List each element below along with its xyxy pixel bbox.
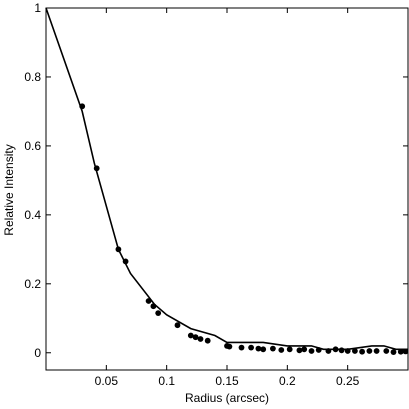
series-layer: [45, 7, 409, 355]
data-point: [332, 346, 339, 353]
data-point: [338, 347, 345, 354]
data-point: [197, 336, 204, 342]
y-tick-label: 0.6: [24, 139, 41, 153]
data-point: [93, 165, 100, 172]
data-point: [248, 344, 255, 351]
data-point: [122, 258, 129, 265]
data-point: [255, 345, 262, 352]
data-point: [150, 303, 157, 310]
data-point: [301, 346, 308, 353]
model-curve-line: [45, 7, 408, 351]
y-tick-label: 1: [34, 1, 41, 15]
data-point: [286, 346, 293, 353]
data-point: [352, 348, 358, 354]
data-point: [308, 348, 315, 354]
data-point: [366, 348, 373, 354]
data-point: [278, 347, 285, 353]
data-point: [270, 345, 276, 352]
data-point: [174, 322, 181, 329]
data-point: [79, 103, 86, 110]
x-tick-label: 0.15: [215, 374, 239, 388]
data-point: [260, 346, 267, 353]
y-axis: 0 0.2 0.4 0.6 0.8 1: [24, 1, 408, 360]
x-axis-title: Radius (arcsec): [185, 391, 269, 405]
data-point: [359, 348, 365, 355]
data-point: [315, 347, 322, 353]
data-point: [187, 332, 194, 339]
data-point: [145, 298, 152, 304]
plot-area: [45, 7, 409, 371]
y-axis-title: Relative Intensity: [2, 144, 16, 235]
y-tick-label: 0: [34, 346, 41, 360]
y-tick-label: 0.2: [24, 277, 41, 291]
x-tick-label: 0.2: [279, 374, 296, 388]
x-tick-label: 0.05: [95, 374, 119, 388]
data-point: [192, 334, 199, 341]
y-tick-label: 0.4: [24, 208, 41, 222]
data-point: [238, 344, 245, 351]
data-point: [402, 348, 409, 355]
y-tick-label: 0.8: [24, 70, 41, 84]
plot-frame: [45, 7, 409, 371]
data-point: [383, 348, 390, 354]
data-point: [373, 348, 380, 354]
data-point: [115, 246, 122, 253]
data-point: [397, 348, 404, 355]
data-point: [226, 343, 233, 350]
x-axis: 0.05 0.1 0.15 0.2 0.25: [95, 8, 360, 388]
data-point: [155, 310, 162, 316]
x-tick-label: 0.1: [158, 374, 175, 388]
data-point: [390, 349, 397, 355]
data-point: [204, 337, 211, 344]
x-tick-label: 0.25: [336, 374, 360, 388]
data-point: [296, 347, 303, 354]
data-point: [325, 348, 332, 354]
data-point: [344, 348, 351, 354]
